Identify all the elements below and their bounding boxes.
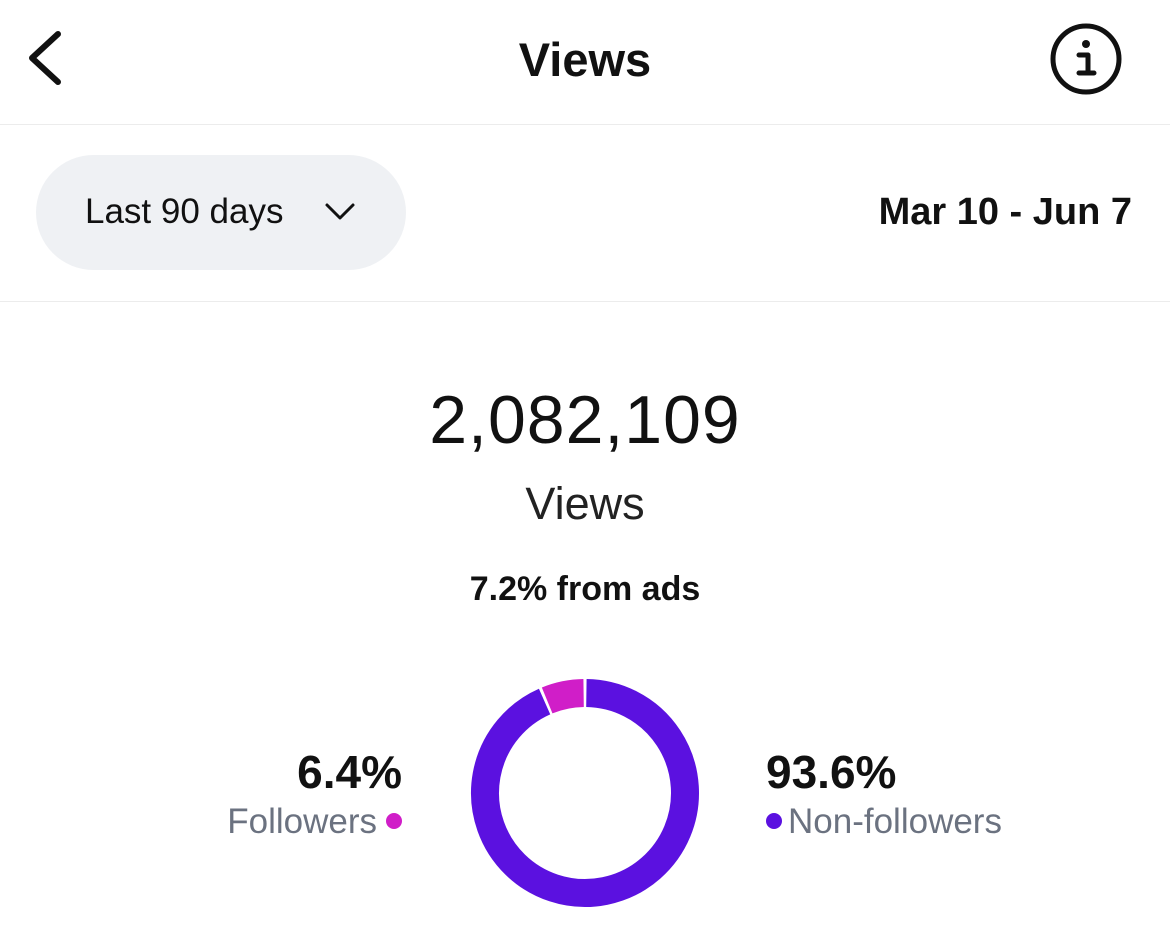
followers-stat: 6.4% Followers bbox=[200, 744, 402, 844]
back-button[interactable] bbox=[18, 20, 78, 96]
followers-label: Followers bbox=[227, 802, 377, 841]
followers-percent: 6.4% bbox=[297, 746, 402, 798]
non-followers-donut-segment bbox=[471, 679, 699, 907]
non-followers-stat: 93.6% Non-followers bbox=[766, 744, 1066, 844]
chevron-left-icon bbox=[29, 31, 61, 85]
top-bar: Views bbox=[0, 0, 1170, 125]
followers-legend-dot bbox=[386, 812, 402, 829]
info-button[interactable] bbox=[1049, 22, 1123, 96]
date-range-dropdown[interactable]: Last 90 days bbox=[36, 155, 406, 270]
followers-donut-segment bbox=[541, 679, 585, 714]
non-followers-legend-dot bbox=[766, 812, 782, 829]
info-circle-icon bbox=[1050, 23, 1122, 95]
date-filter-row: Last 90 days Mar 10 - Jun 7 bbox=[0, 125, 1170, 302]
non-followers-label: Non-followers bbox=[788, 802, 1002, 841]
date-range-label: Last 90 days bbox=[85, 192, 284, 231]
non-followers-percent: 93.6% bbox=[766, 746, 897, 798]
ads-share-note: 7.2% from ads bbox=[469, 570, 701, 608]
page-title: Views bbox=[518, 33, 652, 86]
date-range-text: Mar 10 - Jun 7 bbox=[878, 191, 1132, 233]
audience-donut-chart bbox=[471, 679, 699, 907]
total-views-label: Views bbox=[525, 478, 645, 529]
chevron-down-icon bbox=[325, 203, 355, 220]
total-views-value: 2,082,109 bbox=[429, 382, 741, 458]
